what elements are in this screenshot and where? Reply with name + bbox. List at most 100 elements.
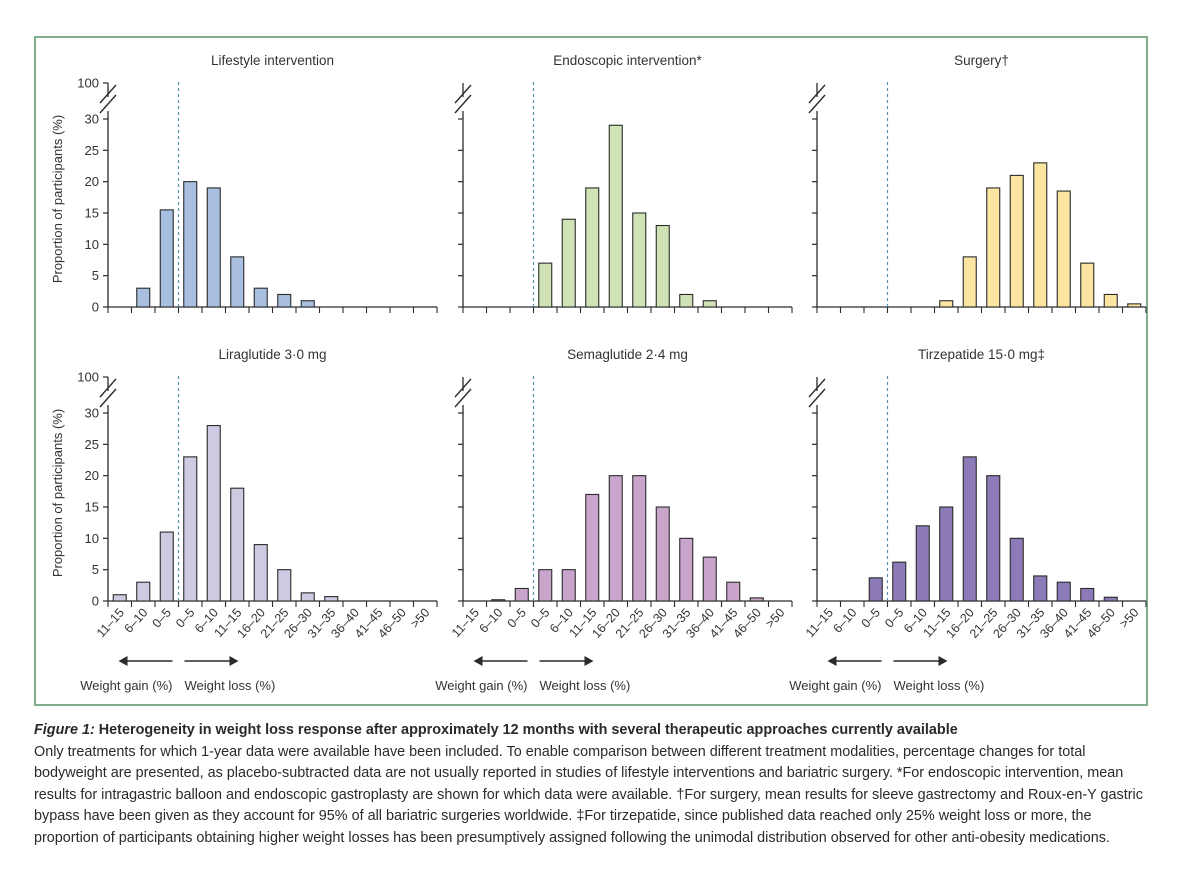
x-tick-label: 0–5 — [505, 606, 529, 631]
panel-title: Liraglutide 3·0 mg — [218, 347, 326, 362]
bar — [300, 592, 315, 602]
caption-title-text: Heterogeneity in weight loss response af… — [98, 722, 958, 738]
bar — [159, 531, 174, 602]
y-tick-label: 5 — [92, 562, 99, 577]
axis-break-mark — [454, 94, 472, 114]
bar — [561, 569, 576, 602]
y-tick-label: 30 — [85, 406, 99, 421]
y-tick-label: 25 — [85, 143, 99, 158]
bar — [608, 124, 623, 308]
bar — [868, 577, 883, 602]
y-tick-label: 0 — [92, 300, 99, 315]
bar — [632, 212, 647, 308]
y-axis-label: Proportion of participants (%) — [50, 115, 65, 283]
axis-break-mark — [454, 378, 472, 398]
bar — [1080, 587, 1095, 602]
weight-loss-label: Weight loss (%) — [894, 678, 985, 693]
caption-title: Figure 1: Heterogeneity in weight loss r… — [34, 722, 958, 738]
axis-break-mark — [454, 84, 472, 104]
x-tick-label: >50 — [408, 606, 433, 631]
bar — [1033, 575, 1048, 602]
y-tick-label: 30 — [85, 112, 99, 127]
bar — [655, 506, 670, 602]
bar — [679, 293, 694, 308]
y-tick-label: 10 — [85, 531, 99, 546]
bar — [136, 287, 151, 308]
axis-break-mark — [454, 388, 472, 408]
panel-endoscopic: Endoscopic intervention* — [454, 53, 793, 313]
bar — [702, 300, 717, 308]
panel-liraglutide: Liraglutide 3·0 mg 0 5 10 15 20 25 30 100 Proport… — [50, 347, 438, 693]
bar — [183, 456, 198, 602]
bar — [112, 594, 127, 602]
weight-gain-label: Weight gain (%) — [435, 678, 527, 693]
y-tick-label: 25 — [85, 437, 99, 452]
bar — [679, 537, 694, 602]
axis-break-mark — [99, 388, 117, 408]
panel-title: Lifestyle intervention — [211, 53, 334, 68]
weight-gain-label: Weight gain (%) — [80, 678, 172, 693]
bar — [277, 293, 292, 308]
figure-caption: Figure 1: Heterogeneity in weight loss r… — [34, 720, 1154, 849]
axis-break-mark — [99, 94, 117, 114]
gain-arrowhead — [118, 656, 128, 666]
bar — [324, 596, 339, 602]
bar — [892, 561, 907, 602]
bar — [702, 556, 717, 602]
loss-arrowhead — [938, 656, 948, 666]
bar — [655, 224, 670, 308]
bar — [1009, 174, 1024, 308]
x-tick-label: 11–15 — [94, 606, 127, 641]
bar — [1127, 303, 1142, 308]
bar — [585, 493, 600, 602]
weight-loss-label: Weight loss (%) — [185, 678, 276, 693]
panel-tirzepatide: Tirzepatide 15·0 mg‡11–156–10 0–5 0–56–101… — [789, 347, 1147, 693]
y-tick-label: 0 — [92, 594, 99, 609]
bar — [915, 525, 930, 602]
y-tick-label: 100 — [77, 76, 99, 91]
gain-arrowhead — [827, 656, 837, 666]
bar — [939, 300, 954, 308]
gain-arrowhead — [473, 656, 483, 666]
bar — [491, 599, 506, 602]
bar — [632, 475, 647, 602]
caption-label: Figure 1: — [34, 722, 95, 738]
bar — [986, 187, 1001, 308]
bar — [538, 569, 553, 602]
x-tick-label: 6–10 — [476, 606, 505, 636]
bar — [277, 569, 292, 602]
bar — [538, 262, 553, 308]
panel-title: Surgery† — [954, 53, 1009, 68]
bar — [561, 218, 576, 308]
axis-break-mark — [808, 94, 826, 114]
x-tick-label: 11–15 — [449, 606, 482, 641]
axis-break-mark — [808, 378, 826, 398]
x-tick-label: 11–15 — [803, 606, 836, 641]
x-tick-label: >50 — [763, 606, 788, 631]
bar — [1103, 596, 1118, 602]
bar — [962, 456, 977, 602]
bar — [1080, 262, 1095, 308]
y-tick-label: 5 — [92, 268, 99, 283]
axis-break-mark — [808, 388, 826, 408]
bar — [1009, 537, 1024, 602]
y-tick-label: 20 — [85, 468, 99, 483]
bar — [206, 424, 221, 602]
bar — [230, 256, 245, 308]
caption-body: Only treatments for which 1-year data we… — [34, 743, 1143, 846]
bar — [514, 587, 529, 602]
bar — [1103, 293, 1118, 308]
bar — [585, 187, 600, 308]
loss-arrowhead — [584, 656, 594, 666]
bar — [608, 475, 623, 602]
bar — [1033, 162, 1048, 308]
y-axis-label: Proportion of participants (%) — [50, 409, 65, 577]
bar — [986, 475, 1001, 602]
panel-title: Semaglutide 2·4 mg — [567, 347, 688, 362]
weight-gain-label: Weight gain (%) — [789, 678, 881, 693]
y-tick-label: 10 — [85, 237, 99, 252]
figure-frame — [34, 36, 1148, 706]
y-tick-label: 20 — [85, 174, 99, 189]
axis-break-mark — [99, 378, 117, 398]
